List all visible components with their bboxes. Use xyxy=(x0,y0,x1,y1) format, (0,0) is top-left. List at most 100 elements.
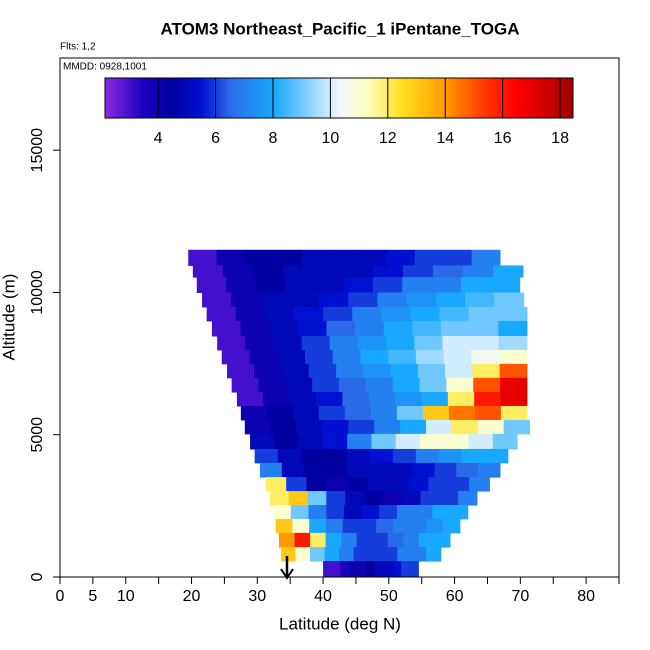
y-tick-label: 15000 xyxy=(29,128,46,173)
curtain-cell xyxy=(381,306,411,322)
curtain-cell xyxy=(392,377,421,393)
curtain-cell xyxy=(379,505,398,520)
curtain-cell xyxy=(368,547,384,562)
y-axis-label: Altitude (m) xyxy=(0,274,18,361)
curtain-cell xyxy=(500,392,528,407)
curtain-cell xyxy=(500,405,528,421)
curtain-cell xyxy=(473,377,501,393)
curtain-cell xyxy=(192,265,224,278)
curtain-cell xyxy=(422,405,450,421)
curtain-cell xyxy=(434,532,451,548)
curtain-cell xyxy=(441,320,471,337)
curtain-cell xyxy=(331,561,341,578)
curtain-cell xyxy=(196,277,227,293)
curtain-cell xyxy=(409,561,419,578)
curtain-cell xyxy=(188,249,218,266)
curtain-cell xyxy=(492,265,524,278)
curtain-cell xyxy=(329,335,359,351)
curtain-cell xyxy=(444,433,470,450)
curtain-cell xyxy=(357,561,367,578)
curtain-cell xyxy=(500,377,528,393)
curtain-cell xyxy=(346,448,371,464)
curtain-cell xyxy=(498,335,528,351)
curtain-cell xyxy=(372,532,389,548)
curtain-cell xyxy=(460,277,491,293)
curtain-cell xyxy=(471,349,500,365)
curtain-cell xyxy=(456,462,479,478)
x-tick-label: 30 xyxy=(248,588,266,605)
curtain-cell xyxy=(297,320,327,337)
curtain-cell xyxy=(414,505,433,520)
curtain-cell xyxy=(406,292,437,308)
curtain-cell xyxy=(289,392,317,407)
curtain-cell xyxy=(324,547,340,562)
curtain-cell xyxy=(329,249,359,266)
curtain-cell xyxy=(417,363,446,379)
curtain-cell xyxy=(305,349,334,365)
curtain-cell xyxy=(322,433,348,450)
curtain-cell xyxy=(307,491,327,506)
curtain-cell xyxy=(419,377,447,393)
curtain-cell xyxy=(226,277,257,293)
curtain-cell xyxy=(375,561,385,578)
x-tick-label: 10 xyxy=(117,588,135,605)
curtain-cell xyxy=(269,320,299,337)
curtain-cell xyxy=(397,547,413,562)
curtain-cell xyxy=(222,265,254,278)
curtain-cell xyxy=(275,518,293,534)
curtain-cell xyxy=(439,491,459,506)
curtain-cell xyxy=(447,392,475,407)
curtain-cell xyxy=(326,477,348,492)
curtain-cell xyxy=(349,561,359,578)
curtain-cell xyxy=(468,433,494,450)
curtain-cell xyxy=(342,265,374,278)
curtain-cell xyxy=(377,292,408,308)
curtain-cell xyxy=(244,249,274,266)
curtain-cell xyxy=(303,462,326,478)
curtain-cell xyxy=(392,561,402,578)
curtain-cell xyxy=(284,277,315,293)
curtain-cell xyxy=(363,363,392,379)
curtain-cell xyxy=(382,547,398,562)
curtain-cell xyxy=(395,433,421,450)
curtain-cell xyxy=(469,477,490,492)
curtain-cell xyxy=(490,277,521,293)
x-axis-label: Latitude (deg N) xyxy=(279,614,401,633)
curtain-cell xyxy=(264,306,295,322)
curtain-cell xyxy=(358,249,388,266)
curtain-cell xyxy=(353,547,369,562)
curtain-cell xyxy=(390,363,419,379)
curtain-cell xyxy=(343,277,374,293)
curtain-cell xyxy=(236,392,264,407)
curtain-cell xyxy=(309,518,327,534)
curtain-cell xyxy=(372,265,404,278)
curtain-cell xyxy=(401,561,411,578)
curtain-cell xyxy=(326,505,345,520)
curtain-cell xyxy=(240,320,270,337)
curtain-cell xyxy=(258,377,286,393)
curtain-cell xyxy=(292,518,310,534)
curtain-cell xyxy=(301,335,331,351)
curtain-cell xyxy=(435,292,466,308)
curtain-cell xyxy=(474,405,502,421)
y-tick-label: 5000 xyxy=(29,417,46,453)
curtain-cell xyxy=(386,249,416,266)
x-tick-label: 5 xyxy=(88,588,97,605)
curtain-cell xyxy=(471,249,501,266)
curtain-cell xyxy=(326,320,356,337)
curtain-cell xyxy=(352,306,382,322)
curtain-cell xyxy=(383,561,393,578)
curtain-cell xyxy=(270,419,298,435)
curtain-cell xyxy=(250,433,275,450)
curtain-cell xyxy=(365,377,394,393)
x-tick-label: 50 xyxy=(380,588,398,605)
curtain-cell xyxy=(478,462,501,478)
curtain-cell xyxy=(323,448,348,464)
curtain-cell xyxy=(461,448,486,464)
curtain-cell xyxy=(450,505,469,520)
curtain-cell xyxy=(390,462,414,478)
curtain-cell xyxy=(372,277,403,293)
curtain-cell xyxy=(323,561,333,578)
curtain-cell xyxy=(285,377,313,393)
